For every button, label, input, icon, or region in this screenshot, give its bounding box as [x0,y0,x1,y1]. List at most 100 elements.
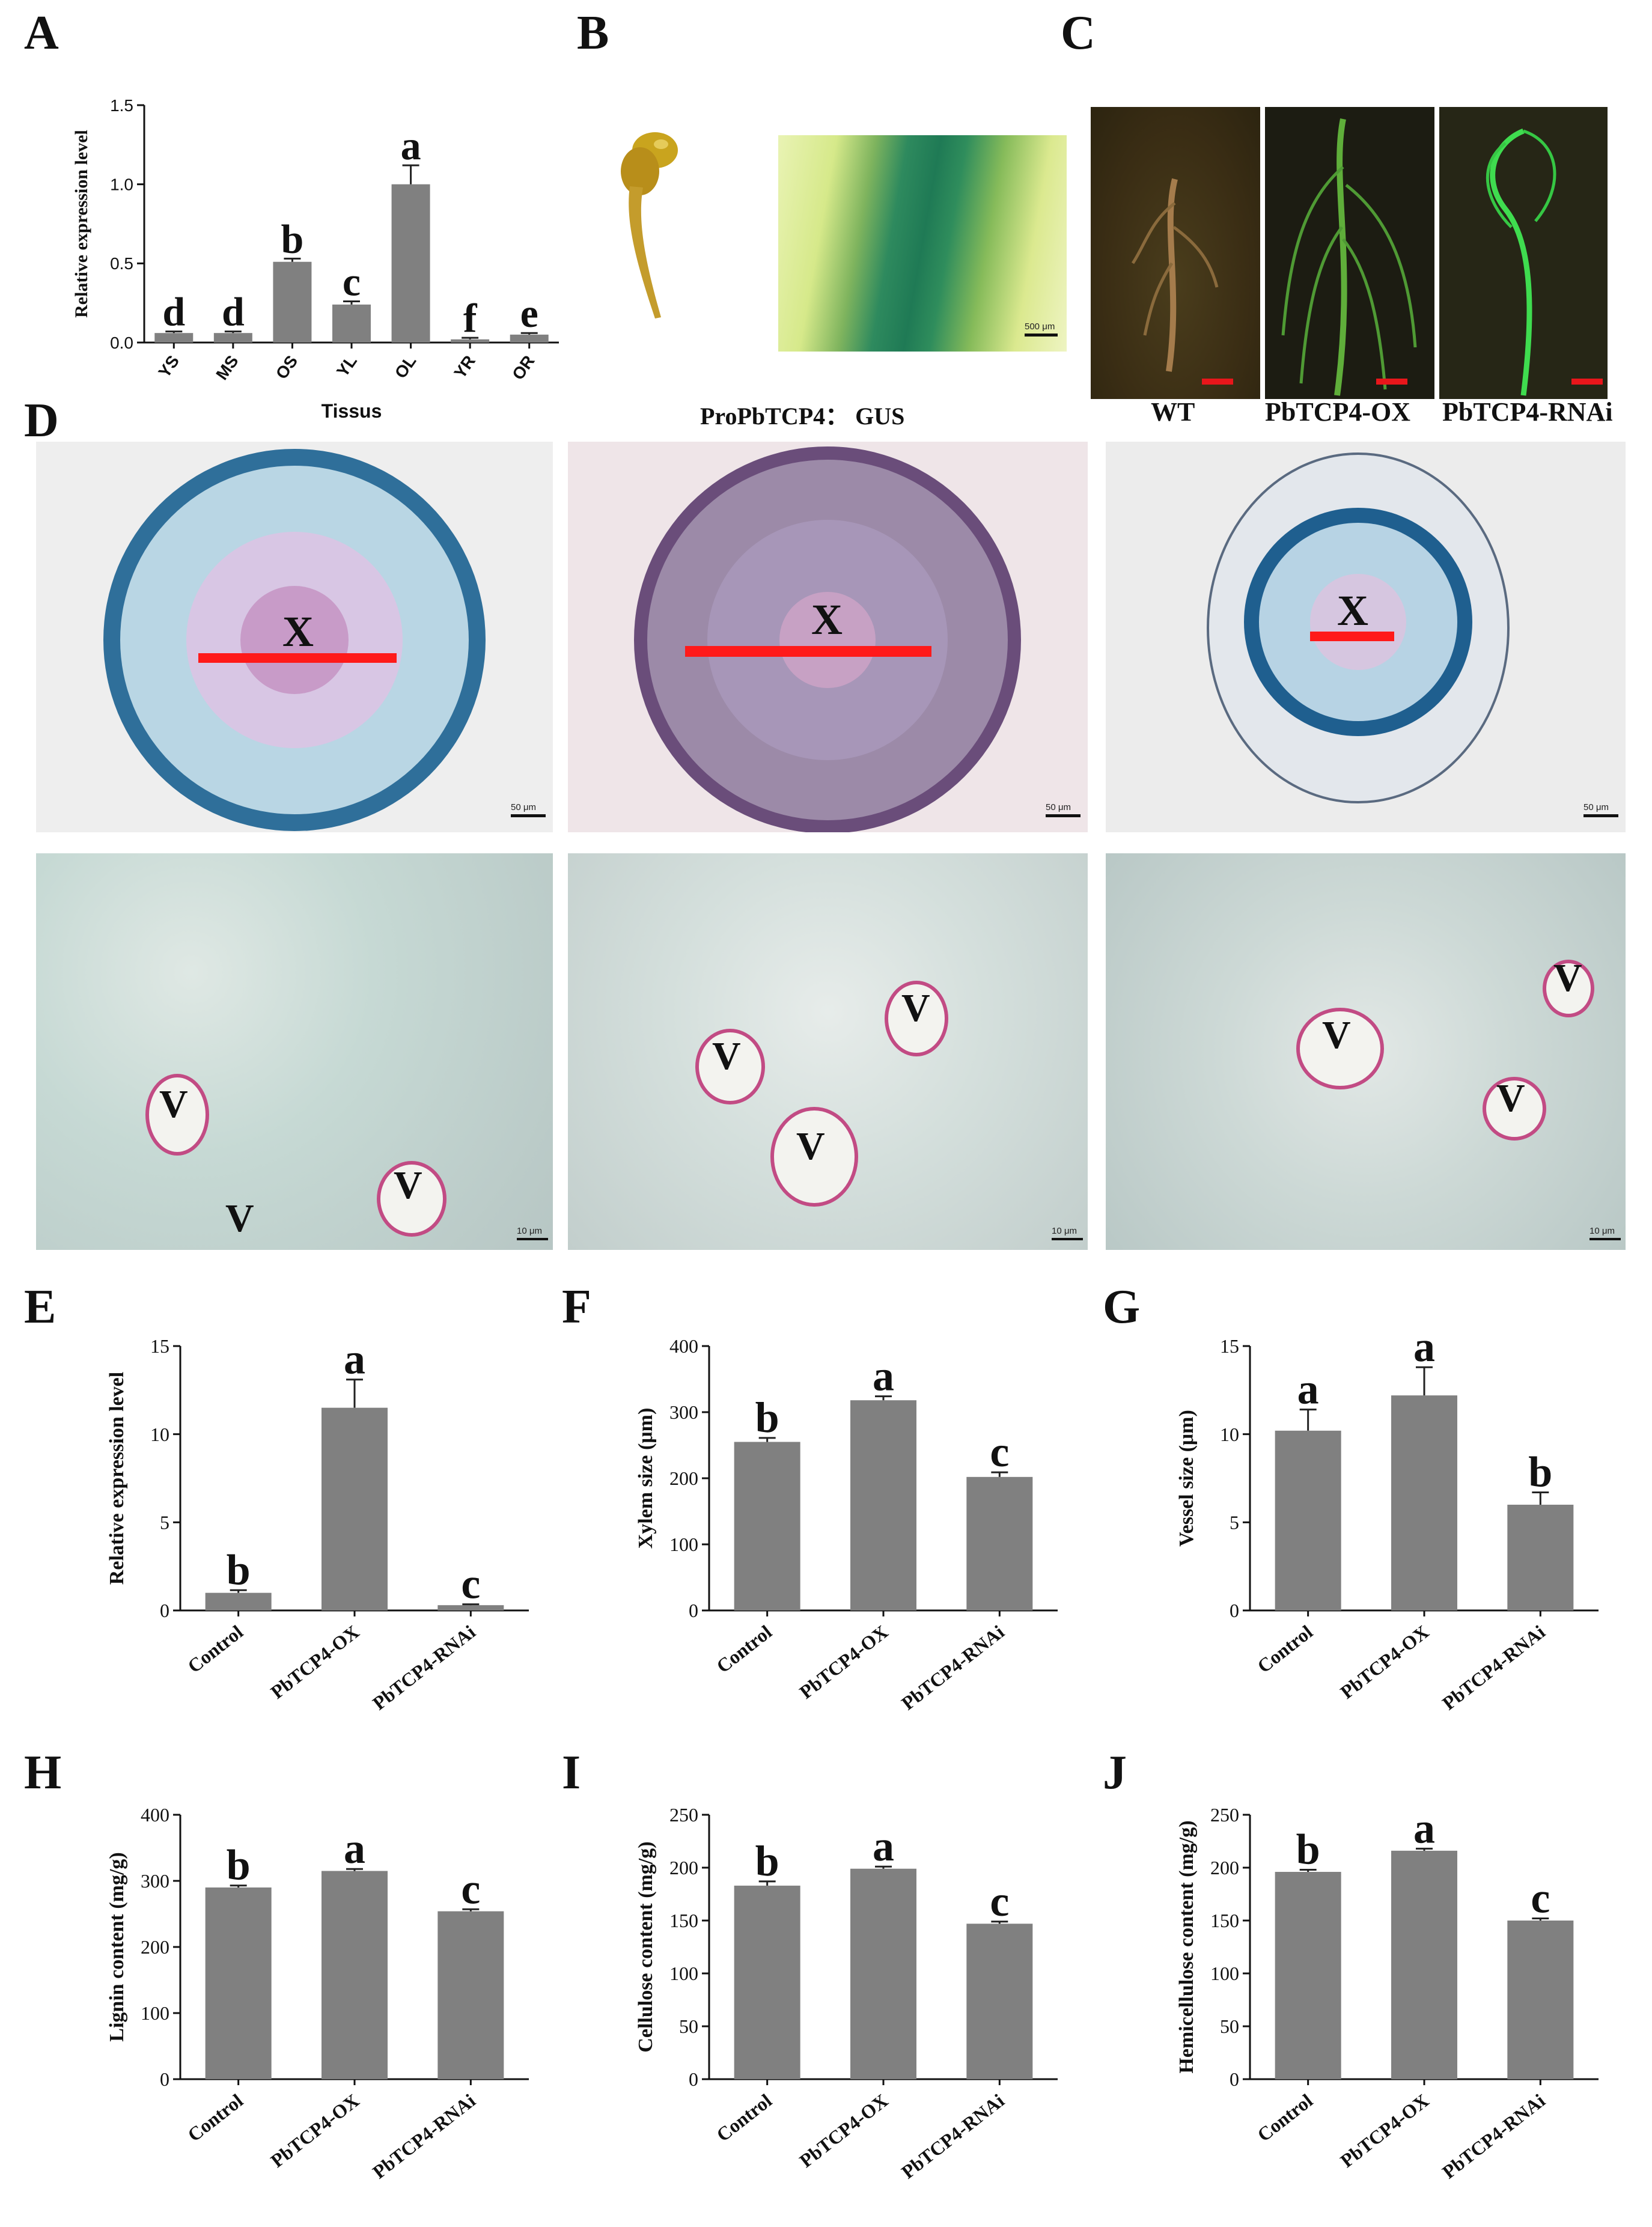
fluor-rnai [1439,107,1608,399]
x-tick-label: Control [183,1621,247,1677]
y-tick-label: 200 [1210,1857,1239,1878]
y-tick-label: 50 [1220,2015,1239,2037]
vessel-label-v: V [1496,1076,1525,1120]
y-tick-label: 100 [669,1534,698,1555]
bar [1507,1921,1574,2079]
bar [322,1407,388,1610]
y-tick-label: 10 [150,1424,169,1445]
significance-letter: d [162,289,185,335]
significance-letter: c [990,1428,1009,1476]
bar [205,1887,272,2079]
vessel-label-v: V [712,1034,741,1078]
y-tick-label: 200 [141,1936,169,1958]
y-axis-label: Vessel size (μm) [1175,1410,1198,1547]
scale-label-50: 50 μm [1046,802,1071,812]
chart-i: 0 50 100 150 200 250 Cellulose content (mg/g) b… [635,1804,1058,2183]
caption-wt: WT [1151,397,1195,427]
x-tick-label: Control [183,2089,247,2146]
y-tick-label: 0.0 [110,334,133,352]
bar [1275,1430,1341,1610]
bar [850,1400,916,1610]
significance-letter: c [1531,1874,1550,1922]
bar [734,1442,800,1610]
x-tick-label: PbTCP4-OX [266,1621,363,1703]
bar [1275,1872,1341,2079]
y-tick-label: 400 [669,1335,698,1357]
y-tick-label: 50 [679,2015,698,2037]
y-tick-label: 5 [1230,1512,1239,1534]
gus-stained-tissue: 500 μm [778,135,1067,352]
significance-letter: c [343,259,361,305]
vessel-label-v: V [1553,956,1582,1000]
section-ox: X 50 μm [568,442,1088,832]
bar [1391,1395,1457,1610]
vessel-label-v: V [225,1196,254,1240]
significance-letter: a [401,123,421,168]
zoom-ox: V V V 10 μm [568,853,1088,1250]
section-rnai: X 50 μm [1106,442,1626,832]
x-tick-label: OR [508,352,538,383]
scale-label-50: 50 μm [511,802,536,812]
scale-label-10: 10 μm [1590,1226,1615,1236]
x-tick-label: PbTCP4-RNAi [1438,1621,1549,1714]
y-axis-label: Lignin content (mg/g) [106,1852,128,2041]
panel-letter-f: F [562,1281,591,1333]
y-tick-label: 100 [669,1963,698,1984]
y-tick-label: 200 [669,1467,698,1489]
zoom-rnai: V V V 10 μm [1106,853,1626,1250]
y-tick-label: 100 [141,2002,169,2024]
y-tick-label: 300 [669,1401,698,1423]
y-tick-label: 150 [669,1910,698,1931]
x-tick-label: Control [1253,2089,1317,2146]
x-tick-label: PbTCP4-OX [795,2089,892,2172]
significance-letter: a [344,1335,365,1383]
significance-letter: b [755,1394,779,1442]
fluor-ox [1265,107,1434,399]
chart-e: 0 5 10 15 Relative expression level b Control a… [106,1335,529,1714]
y-tick-label: 15 [1220,1335,1239,1357]
xylem-label-x: X [811,596,843,644]
fluor-wt [1091,107,1260,399]
significance-letter: a [344,1824,365,1872]
y-tick-label: 0.5 [110,254,133,273]
bar [451,339,490,343]
caption-rnai: PbTCP4-RNAi [1442,397,1613,427]
x-tick-label: PbTCP4-OX [1336,1621,1433,1703]
y-axis-label: Relative expression level [106,1372,128,1585]
x-tick-label: PbTCP4-RNAi [368,2089,480,2183]
significance-letter: a [873,1352,894,1400]
zoom-wt: V V V 10 μm [36,853,553,1250]
chart-f: 0 100 200 300 400 Xylem size (μm) b Control a PbT… [635,1335,1058,1714]
significance-letter: c [990,1877,1009,1925]
y-tick-label: 0 [689,1600,698,1621]
x-tick-label: Control [712,1621,776,1677]
bar [437,1911,504,2079]
chart-g: 0 5 10 15 Vessel size (μm) a Control a PbTCP4-OX… [1175,1323,1599,1714]
bar [273,261,312,343]
significance-letter: b [1528,1448,1552,1496]
x-tick-label: YS [154,352,183,381]
significance-letter: b [281,216,304,261]
seedling-image [621,132,678,318]
panel-letter-c: C [1061,7,1096,59]
scale-label-50: 50 μm [1583,802,1609,812]
y-tick-label: 250 [1210,1804,1239,1826]
y-tick-label: 100 [1210,1963,1239,1984]
y-tick-label: 1.5 [110,96,133,115]
vessel-label-v: V [159,1082,188,1126]
bar [734,1885,800,2079]
x-tick-label: PbTCP4-OX [266,2089,363,2172]
significance-letter: c [461,1560,480,1608]
bar [332,304,371,343]
significance-letter: e [520,290,538,336]
panel-letter-e: E [24,1281,56,1333]
panel-letter-a: A [24,7,59,59]
bar [322,1871,388,2079]
x-tick-label: PbTCP4-RNAi [1438,2089,1549,2183]
bar [850,1868,916,2079]
y-tick-label: 250 [669,1804,698,1826]
scale-label-500: 500 μm [1025,321,1055,332]
bar [966,1924,1033,2079]
panel-letter-b: B [577,7,609,59]
y-tick-label: 1.0 [110,175,133,193]
